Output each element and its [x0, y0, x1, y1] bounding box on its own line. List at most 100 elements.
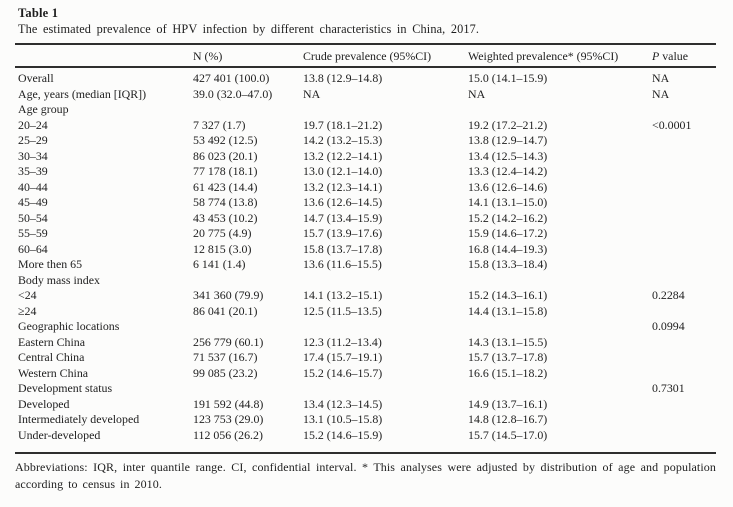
- table-top-rule: [15, 43, 716, 45]
- n-percent-cell: 39.0 (32.0–47.0): [193, 86, 273, 101]
- p-value-cell: [652, 226, 716, 242]
- crude-prevalence-cell: 14.7 (13.4–15.9): [303, 210, 383, 225]
- weighted-prevalence-cell: 15.8 (13.3–18.4): [468, 257, 548, 271]
- p-value-cell: 0.2284: [652, 288, 685, 302]
- table-row: Overall 427 401 (100.0) 13.8 (12.9–14.8) 15…: [15, 71, 716, 87]
- p-value-label-rest: value: [659, 49, 688, 63]
- table-row: Under-developed 112 056 (26.2) 15.2 (14.6–…: [15, 428, 716, 444]
- crude-prevalence-cell: 13.6 (11.6–15.5): [303, 257, 382, 271]
- n-percent-cell: 86 023 (20.1): [193, 148, 258, 163]
- row-label-cell: Body mass index: [18, 272, 100, 287]
- table-row: Age, years (median [IQR]) 39.0 (32.0–47.0…: [15, 87, 716, 103]
- row-label-cell: 55–59: [18, 226, 48, 240]
- p-value-cell: <0.0001: [652, 117, 692, 132]
- p-value-cell: [652, 335, 716, 351]
- table-row: 50–54 43 453 (10.2) 14.7 (13.4–15.9) 15.2 (…: [15, 211, 716, 227]
- table-row: Intermediately developed 123 753 (29.0) 13…: [15, 412, 716, 428]
- weighted-prevalence-cell: 13.6 (12.6–14.6): [468, 179, 548, 194]
- weighted-prevalence-cell: 14.1 (13.1–15.0): [468, 195, 548, 209]
- n-percent-cell: 123 753 (29.0): [193, 412, 264, 426]
- weighted-prevalence-cell: 13.3 (12.4–14.2): [468, 164, 548, 178]
- crude-prevalence-cell: [303, 273, 468, 289]
- table-row: Age group: [15, 102, 716, 118]
- header-p-value-cell: P value: [652, 49, 716, 64]
- n-percent-cell: [193, 102, 303, 118]
- row-label-cell: Age, years (median [IQR]): [18, 86, 147, 101]
- crude-prevalence-cell: 12.3 (11.2–13.4): [303, 334, 382, 349]
- crude-prevalence-cell: 13.2 (12.3–14.1): [303, 179, 383, 194]
- p-value-cell: [652, 397, 716, 413]
- n-percent-cell: 7 327 (1.7): [193, 117, 246, 132]
- n-percent-cell: 86 041 (20.1): [193, 303, 258, 318]
- p-value-cell: [652, 350, 716, 366]
- row-label-cell: Development status: [18, 381, 113, 395]
- p-value-cell: [652, 412, 716, 428]
- weighted-prevalence-cell: 14.4 (13.1–15.8): [468, 303, 548, 318]
- weighted-prevalence-cell: 13.4 (12.5–14.3): [468, 148, 548, 163]
- crude-prevalence-cell: NA: [303, 86, 321, 101]
- weighted-prevalence-cell: 14.8 (12.8–16.7): [468, 412, 548, 426]
- row-label-cell: <24: [18, 288, 37, 302]
- crude-prevalence-cell: 13.2 (12.2–14.1): [303, 148, 383, 163]
- table-row: 25–29 53 492 (12.5) 14.2 (13.2–15.3) 13.8 (…: [15, 133, 716, 149]
- table-footnote: Abbreviations: IQR, inter quantile range…: [15, 460, 716, 491]
- row-label-cell: Under-developed: [18, 427, 101, 442]
- row-label-cell: 20–24: [18, 117, 48, 132]
- table-header-rule: [15, 66, 716, 68]
- row-label-cell: ≥24: [18, 303, 37, 318]
- p-value-cell: NA: [652, 86, 670, 101]
- n-percent-cell: [193, 273, 303, 289]
- p-value-cell: [652, 180, 716, 196]
- table-number-label: Table 1: [18, 6, 59, 20]
- crude-prevalence-cell: 17.4 (15.7–19.1): [303, 350, 383, 364]
- p-value-cell: [652, 273, 716, 289]
- row-label-cell: 25–29: [18, 133, 48, 147]
- weighted-prevalence-cell: 16.6 (15.1–18.2): [468, 365, 548, 380]
- table-row: More then 65 6 141 (1.4) 13.6 (11.6–15.5) 1…: [15, 257, 716, 273]
- row-label-cell: 30–34: [18, 148, 48, 163]
- weighted-prevalence-cell: 14.3 (13.1–15.5): [468, 334, 548, 349]
- n-percent-cell: 6 141 (1.4): [193, 257, 246, 271]
- table-row: 35–39 77 178 (18.1) 13.0 (12.1–14.0) 13.3 (…: [15, 164, 716, 180]
- p-value-cell: [652, 149, 716, 165]
- table-row: 30–34 86 023 (20.1) 13.2 (12.2–14.1) 13.4 (…: [15, 149, 716, 165]
- p-value-cell: [652, 133, 716, 149]
- crude-prevalence-cell: 13.8 (12.9–14.8): [303, 71, 383, 85]
- crude-prevalence-cell: 14.2 (13.2–15.3): [303, 133, 383, 147]
- header-characteristic-cell: [15, 49, 193, 64]
- row-label-cell: Eastern China: [18, 334, 86, 349]
- p-value-cell: [652, 211, 716, 227]
- row-label-cell: Geographic locations: [18, 319, 120, 333]
- p-value-cell: [652, 195, 716, 211]
- weighted-prevalence-cell: 15.7 (13.7–17.8): [468, 350, 548, 364]
- n-percent-cell: 99 085 (23.2): [193, 365, 258, 380]
- row-label-cell: Overall: [18, 71, 54, 85]
- n-percent-cell: 256 779 (60.1): [193, 334, 264, 349]
- crude-prevalence-cell: 13.0 (12.1–14.0): [303, 164, 383, 178]
- p-value-cell: NA: [652, 71, 670, 85]
- p-value-cell: 0.0994: [652, 319, 685, 333]
- table-row: 20–24 7 327 (1.7) 19.7 (18.1–21.2) 19.2 (17…: [15, 118, 716, 134]
- crude-prevalence-cell: [303, 319, 468, 335]
- row-label-cell: 60–64: [18, 241, 48, 256]
- n-percent-cell: 77 178 (18.1): [193, 164, 258, 178]
- p-value-cell: [652, 102, 716, 118]
- row-label-cell: 50–54: [18, 210, 48, 225]
- weighted-prevalence-cell: NA: [468, 86, 486, 101]
- header-weighted-prevalence-cell: Weighted prevalence* (95%CI): [468, 49, 619, 63]
- crude-prevalence-cell: 12.5 (11.5–13.5): [303, 303, 382, 318]
- row-label-cell: 40–44: [18, 179, 48, 194]
- crude-prevalence-cell: 15.2 (14.6–15.7): [303, 365, 383, 380]
- table-row: Western China 99 085 (23.2) 15.2 (14.6–15.…: [15, 366, 716, 382]
- table-bottom-rule: [15, 452, 716, 454]
- n-percent-cell: 191 592 (44.8): [193, 396, 264, 411]
- n-percent-cell: 341 360 (79.9): [193, 288, 264, 302]
- weighted-prevalence-cell: 15.0 (14.1–15.9): [468, 71, 548, 85]
- n-percent-cell: 61 423 (14.4): [193, 179, 258, 194]
- n-percent-cell: 58 774 (13.8): [193, 195, 258, 209]
- table-header-row: N (%) Crude prevalence (95%CI) Weighted …: [15, 49, 716, 64]
- weighted-prevalence-cell: 13.8 (12.9–14.7): [468, 133, 548, 147]
- weighted-prevalence-cell: 15.2 (14.3–16.1): [468, 288, 548, 302]
- table-row: Development status 0.7301: [15, 381, 716, 397]
- crude-prevalence-cell: 13.4 (12.3–14.5): [303, 396, 383, 411]
